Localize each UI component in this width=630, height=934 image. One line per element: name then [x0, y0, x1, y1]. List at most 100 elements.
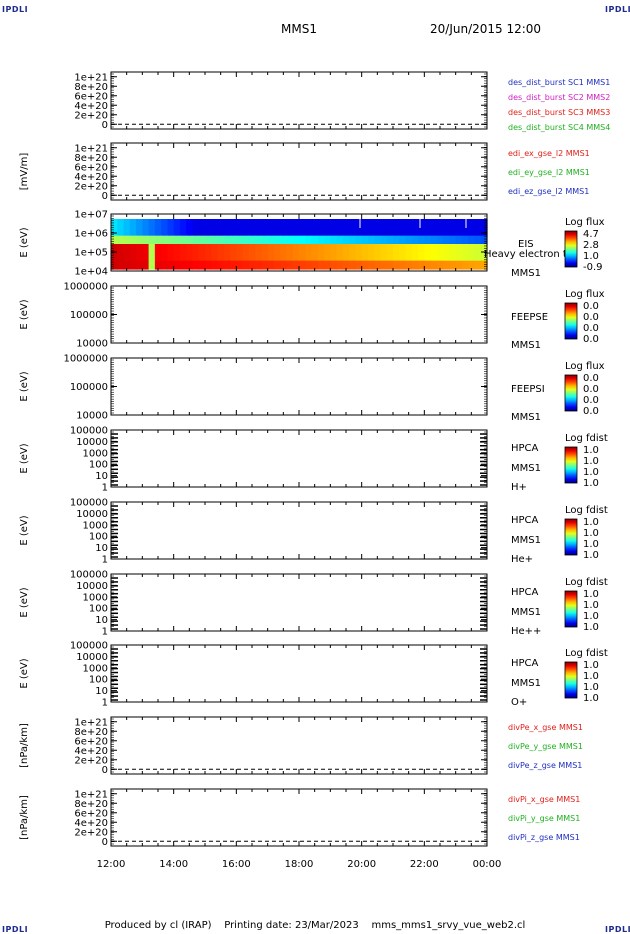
spectrogram-cell	[311, 252, 319, 262]
spectrogram-cell	[424, 227, 432, 237]
spectrogram-cell	[342, 244, 350, 253]
colorbar-title: Log flux	[565, 217, 605, 228]
footer-produced: Produced by cl (IRAP)	[104, 920, 212, 931]
y-tick-label: 4e+20	[74, 818, 108, 829]
spectrogram-cell	[242, 260, 250, 270]
spectrogram-cell	[299, 244, 306, 253]
y-tick-label: 10000	[76, 652, 108, 663]
spectrogram-cell	[311, 227, 319, 237]
spectrogram-cell	[173, 227, 181, 237]
spectrogram-cell	[186, 252, 194, 262]
spectrogram-cell	[411, 219, 419, 228]
spectrogram-cell	[474, 260, 482, 270]
spectrogram-cell	[330, 252, 338, 262]
panel-feepse: 1000000 100000 10000 E (eV) FEEPSE MMS1 Log fl…	[19, 282, 605, 352]
y-tick-label: 6e+20	[74, 162, 108, 173]
x-tick-label: 00:00	[473, 859, 502, 870]
x-tick-label: 22:00	[410, 859, 439, 870]
spectrogram-cell	[436, 260, 444, 270]
spectrogram-cell	[154, 235, 162, 245]
y-tick-label: 10000	[76, 339, 108, 350]
spectrogram-cell	[205, 235, 212, 245]
spectrogram-cell	[317, 244, 325, 253]
spectrogram-cell	[324, 227, 331, 237]
spectrogram-cell	[223, 227, 231, 237]
spectrogram-cell	[179, 260, 187, 270]
colorbar-tick-label: 0.0	[583, 373, 599, 384]
spectrogram-cell	[449, 244, 457, 253]
instrument-label: MMS1	[511, 412, 541, 423]
spectrogram-cell	[342, 219, 350, 228]
legend-entry: edi_ex_gse_l2 MMS1	[508, 149, 590, 158]
y-tick-label: 100	[89, 675, 108, 686]
footer-script-name: mms_mms1_srvy_vue_web2.cl	[371, 920, 526, 931]
spectrogram-cell	[217, 260, 225, 270]
spectrogram-cell	[280, 227, 288, 237]
spectrogram-cell	[173, 244, 181, 253]
spectrogram-cell	[424, 244, 432, 253]
spectrogram-cell	[324, 252, 331, 262]
spectrogram-cell	[273, 244, 281, 253]
y-tick-label: 6e+20	[74, 91, 108, 102]
colorbar-tick-label: 1.0	[583, 528, 599, 539]
y-axis-label: [nPa/km]	[19, 723, 30, 768]
y-tick-label: 10	[95, 686, 108, 697]
spectrogram-cell	[411, 227, 419, 237]
spectrogram-cell	[411, 260, 419, 270]
spectrogram-cell	[399, 252, 407, 262]
spectrogram-cell	[468, 235, 476, 245]
spectrogram-cell	[261, 227, 269, 237]
spectrogram-cell	[261, 252, 269, 262]
colorbar-tick-label: 1.0	[583, 611, 599, 622]
colorbar-tick-label: 1.0	[583, 467, 599, 478]
spectrogram-cell	[324, 219, 331, 228]
spectrogram-cell	[424, 219, 432, 228]
spectrogram-cell	[111, 244, 118, 253]
spectrogram-cell	[311, 244, 319, 253]
spectrogram-cell	[148, 252, 156, 262]
panel-frame	[110, 357, 488, 416]
spectrogram-cell	[211, 260, 219, 270]
spectrogram-cell	[123, 260, 131, 270]
spectrogram-cell	[330, 219, 338, 228]
spectrogram-cell	[154, 219, 162, 228]
spectrogram-cell	[342, 227, 350, 237]
spectrogram-cell	[286, 235, 294, 245]
spectrogram-cell	[167, 260, 175, 270]
spectrogram-cell	[198, 235, 206, 245]
colorbar-tick-label: 1.0	[583, 445, 599, 456]
panel-frame	[110, 429, 488, 488]
spectrogram-cell	[361, 219, 369, 228]
spectrogram-cell	[424, 260, 432, 270]
colorbar-title: Log fdist	[565, 648, 608, 659]
colorbar-title: Log fdist	[565, 433, 608, 444]
spectrogram-cell	[148, 219, 156, 228]
corner-label-top-left: IPDLI	[2, 5, 29, 14]
spectrogram-cell	[117, 235, 125, 245]
spectrogram-cell	[280, 260, 288, 270]
colorbar-title: Log flux	[565, 361, 605, 372]
spectrogram-cell	[217, 252, 225, 262]
colorbar-tick-label: 1.0	[583, 622, 599, 633]
spectrogram-cell	[173, 260, 181, 270]
spectrogram-cell	[342, 260, 350, 270]
y-tick-label: 100	[89, 604, 108, 615]
instrument-label: H+	[511, 482, 527, 493]
spectrogram-cell	[443, 235, 450, 245]
spectrogram-cell	[123, 252, 131, 262]
spectrogram-cell	[418, 235, 425, 245]
instrument-label: MMS1	[511, 535, 541, 546]
spectrogram-cell	[461, 260, 469, 270]
spectrogram-cell	[286, 244, 294, 253]
spectrogram-cell	[455, 235, 463, 245]
spectrogram-cell	[242, 219, 250, 228]
spectrogram-cell	[167, 244, 175, 253]
spectrogram-cell	[255, 219, 262, 228]
spectrogram-cell	[173, 219, 181, 228]
spectrogram-cell	[418, 244, 425, 253]
colorbar	[564, 590, 578, 628]
spectrogram-cell	[136, 227, 143, 237]
